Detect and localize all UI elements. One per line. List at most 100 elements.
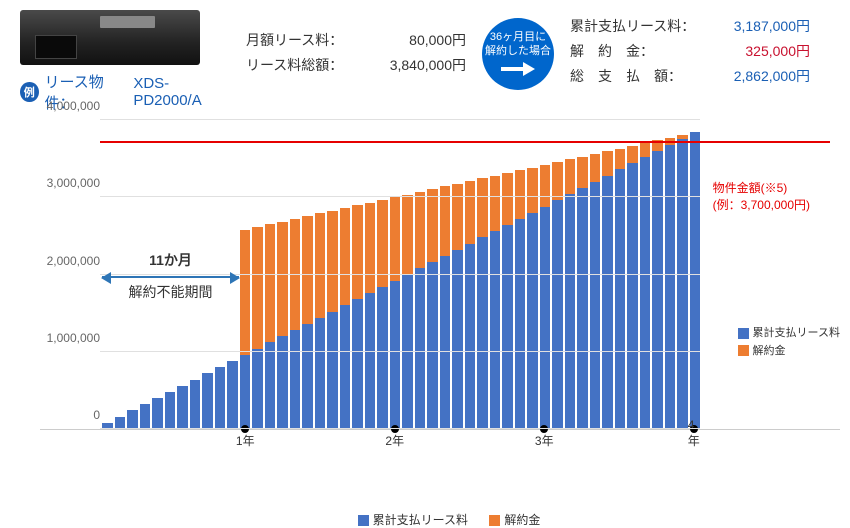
bar-segment-cumulative bbox=[640, 157, 651, 429]
bar bbox=[615, 120, 626, 429]
bar-segment-cumulative bbox=[565, 194, 576, 429]
bar bbox=[602, 120, 613, 429]
bar-segment-penalty bbox=[527, 168, 538, 213]
bar-segment-cumulative bbox=[427, 262, 438, 429]
bar-segment-cumulative bbox=[327, 312, 338, 429]
product-column: 例 リース物件： XDS-PD2000/A bbox=[20, 10, 230, 113]
gridline bbox=[100, 196, 700, 197]
bar-segment-cumulative bbox=[190, 380, 201, 429]
bar-segment-cumulative bbox=[490, 231, 501, 429]
bar-segment-cumulative bbox=[352, 299, 363, 429]
bar-segment-penalty bbox=[502, 173, 513, 225]
bar-segment-penalty bbox=[615, 149, 626, 170]
badge-line1: 36ヶ月目に bbox=[490, 30, 546, 44]
x-axis-label: 4年 bbox=[688, 418, 700, 449]
lease-cancel-info: 累計支払リース料： 3,187,000円 解 約 金： 325,000円 総 支… bbox=[570, 14, 810, 90]
legend-blue-swatch bbox=[738, 328, 749, 339]
bar bbox=[665, 120, 676, 429]
bar-segment-penalty bbox=[277, 222, 288, 337]
bar bbox=[177, 120, 188, 429]
bar-segment-cumulative bbox=[290, 330, 301, 429]
legend-bottom: 累計支払リース料 解約金 bbox=[40, 511, 840, 528]
bar bbox=[452, 120, 463, 429]
total-lease-label: リース料総額： bbox=[246, 53, 343, 78]
bar-segment-penalty bbox=[240, 230, 251, 355]
legend-bottom-orange-label: 解約金 bbox=[504, 513, 540, 527]
y-tick-label: 0 bbox=[40, 408, 100, 422]
bar-segment-cumulative bbox=[415, 268, 426, 429]
chart-container: 物件金額(※5) (例：3,700,000円) 累計支払リース料 解約金 1年2… bbox=[40, 120, 840, 480]
bar-segment-cumulative bbox=[390, 281, 401, 429]
bar bbox=[165, 120, 176, 429]
bar bbox=[402, 120, 413, 429]
cancel-scenario-badge: 36ヶ月目に 解約した場合 bbox=[482, 18, 554, 90]
bar bbox=[252, 120, 263, 429]
bar bbox=[365, 120, 376, 429]
bar bbox=[277, 120, 288, 429]
bar bbox=[390, 120, 401, 429]
bar-segment-cumulative bbox=[540, 207, 551, 429]
bar bbox=[640, 120, 651, 429]
bar-segment-cumulative bbox=[627, 163, 638, 429]
bar-segment-penalty bbox=[477, 178, 488, 237]
bar bbox=[127, 120, 138, 429]
bar-segment-penalty bbox=[490, 176, 501, 232]
bar-segment-penalty bbox=[640, 143, 651, 157]
bar bbox=[677, 120, 688, 429]
bar-segment-cumulative bbox=[152, 398, 163, 429]
reference-label-2: (例：3,700,000円) bbox=[713, 197, 810, 214]
bar-segment-cumulative bbox=[515, 219, 526, 429]
bar-segment-cumulative bbox=[377, 287, 388, 429]
bar bbox=[552, 120, 563, 429]
bar-segment-penalty bbox=[302, 216, 313, 324]
bar-segment-cumulative bbox=[677, 139, 688, 429]
bar-segment-cumulative bbox=[527, 213, 538, 429]
bar bbox=[115, 120, 126, 429]
bar-segment-cumulative bbox=[577, 188, 588, 429]
legend-orange-label: 解約金 bbox=[753, 345, 786, 357]
bar bbox=[377, 120, 388, 429]
bar-segment-penalty bbox=[515, 170, 526, 219]
bar-segment-penalty bbox=[252, 227, 263, 349]
bar-segment-penalty bbox=[565, 159, 576, 194]
bar bbox=[502, 120, 513, 429]
x-axis-label: 2年 bbox=[385, 432, 404, 449]
bar-segment-penalty bbox=[315, 213, 326, 317]
example-badge: 例 bbox=[20, 82, 39, 102]
bar-segment-cumulative bbox=[615, 169, 626, 429]
legend-bottom-blue-swatch bbox=[358, 515, 369, 526]
bar bbox=[652, 120, 663, 429]
bar-segment-cumulative bbox=[465, 244, 476, 429]
bar bbox=[565, 120, 576, 429]
bar-segment-cumulative bbox=[340, 305, 351, 429]
monthly-lease-label: 月額リース料： bbox=[246, 28, 343, 53]
bar-segment-cumulative bbox=[690, 132, 701, 429]
gridline bbox=[100, 274, 700, 275]
bar-segment-cumulative bbox=[215, 367, 226, 429]
bar-segment-cumulative bbox=[240, 355, 251, 429]
bar-segment-penalty bbox=[327, 211, 338, 312]
cumulative-label: 累計支払リース料： bbox=[570, 14, 695, 39]
bar bbox=[540, 120, 551, 429]
bar-segment-cumulative bbox=[502, 225, 513, 429]
product-image bbox=[20, 10, 200, 65]
bar-segment-penalty bbox=[340, 208, 351, 305]
gridline bbox=[100, 351, 700, 352]
bar bbox=[290, 120, 301, 429]
bar-segment-cumulative bbox=[552, 200, 563, 429]
reference-note: 物件金額(※5) (例：3,700,000円) bbox=[713, 180, 810, 214]
bar-segment-penalty bbox=[415, 192, 426, 268]
bar bbox=[152, 120, 163, 429]
bar bbox=[240, 120, 251, 429]
legend-bottom-orange-swatch bbox=[489, 515, 500, 526]
gridline bbox=[100, 119, 700, 120]
bar bbox=[327, 120, 338, 429]
bar-segment-cumulative bbox=[127, 410, 138, 429]
monthly-lease-value: 80,000円 bbox=[409, 28, 466, 53]
product-name: XDS-PD2000/A bbox=[133, 75, 230, 109]
bar-segment-penalty bbox=[390, 197, 401, 280]
lock-period-arrow bbox=[102, 276, 239, 278]
legend-blue-label: 累計支払リース料 bbox=[753, 327, 840, 339]
totalpay-label: 総 支 払 額： bbox=[570, 64, 682, 89]
bar bbox=[190, 120, 201, 429]
